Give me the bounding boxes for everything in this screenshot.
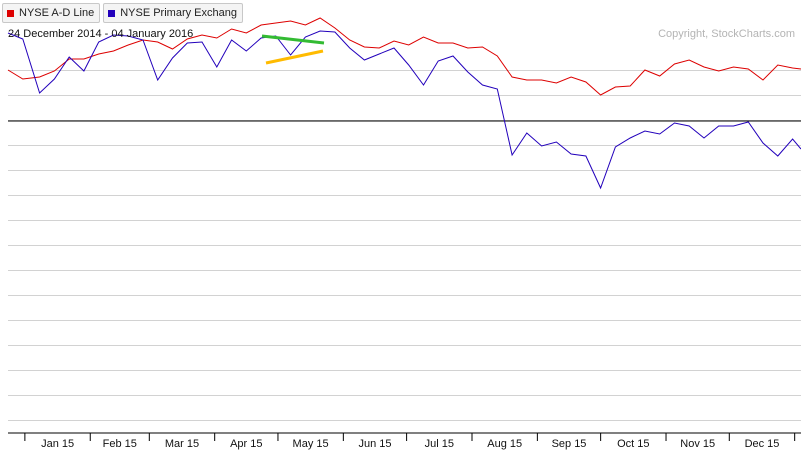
x-tick-label: Nov 15 <box>680 438 715 450</box>
x-tick-label: Dec 15 <box>745 438 780 450</box>
x-tick-label: Apr 15 <box>230 438 262 450</box>
date-range: 24 December 2014 - 04 January 2016 <box>8 28 194 40</box>
legend-label: NYSE Primary Exchang <box>120 7 237 19</box>
legend-item-primary-exchange[interactable]: NYSE Primary Exchang <box>103 3 243 23</box>
x-tick-label: Aug 15 <box>487 438 522 450</box>
x-tick-label: Oct 15 <box>617 438 649 450</box>
legend: NYSE A-D Line NYSE Primary Exchang <box>2 3 243 23</box>
x-axis: Jan 15 Feb 15 Mar 15 Apr 15 May 15 Jun 15 Jul … <box>24 433 796 450</box>
annotation-orange-trendline <box>265 49 324 65</box>
annotation-green-trendline <box>261 34 325 45</box>
x-tick-label: Jun 15 <box>358 438 391 450</box>
series-line-nyse-primary-exchange <box>7 30 801 190</box>
x-tick-label: Mar 15 <box>165 438 199 450</box>
x-tick-label: May 15 <box>293 438 329 450</box>
legend-swatch-red <box>7 9 14 17</box>
legend-label: NYSE A-D Line <box>19 7 95 19</box>
grid-lines <box>8 70 801 421</box>
x-tick-label: Jan 15 <box>41 438 74 450</box>
legend-item-ad-line[interactable]: NYSE A-D Line <box>2 3 101 23</box>
x-tick-label: Jul 15 <box>425 438 454 450</box>
x-tick-label: Feb 15 <box>103 438 137 450</box>
x-tick-label: Sep 15 <box>552 438 587 450</box>
copyright: Copyright, StockCharts.com <box>658 28 795 40</box>
legend-swatch-blue <box>108 9 116 17</box>
